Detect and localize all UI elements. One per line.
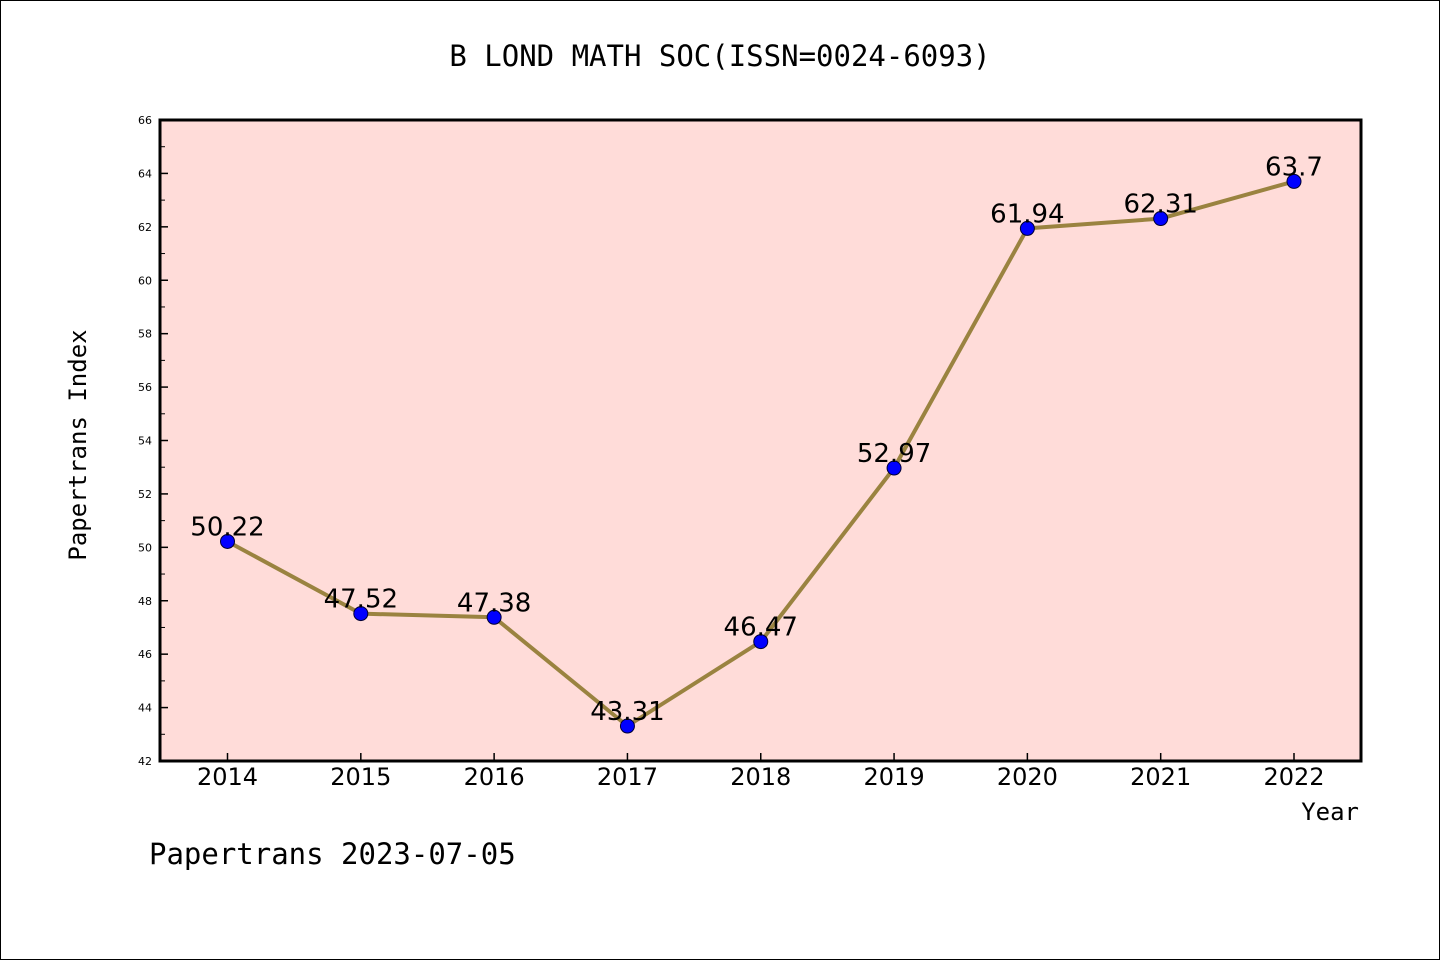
data-point (753, 634, 769, 650)
y-axis-label: Papertrans Index (64, 329, 92, 560)
data-points (220, 173, 1302, 734)
y-tick-label: 50 (138, 541, 152, 554)
x-axis: 2014 2015 2016 2017 2018 2019 2020 2021 2022 (197, 753, 1325, 791)
data-point (886, 460, 902, 476)
y-tick-label: 64 (138, 167, 152, 180)
data-point (220, 533, 235, 549)
x-tick-label: 2022 (1263, 763, 1324, 791)
plot-area (158, 118, 1363, 763)
data-point (1153, 211, 1169, 227)
y-axis: 42 44 46 48 50 52 54 56 58 60 62 64 66 (138, 114, 168, 768)
footer-text: Papertrans 2023-07-05 (149, 837, 516, 871)
y-tick-label: 46 (138, 648, 152, 661)
data-label: 62.31 (1123, 190, 1197, 220)
y-tick-label: 48 (138, 595, 152, 608)
data-label: 50.22 (190, 512, 264, 542)
data-label: 46.47 (724, 613, 798, 643)
data-point (619, 718, 635, 734)
x-tick-label: 2021 (1130, 763, 1191, 791)
data-label: 47.52 (324, 585, 398, 615)
y-tick-label: 62 (138, 221, 152, 234)
x-tick-label: 2019 (864, 763, 925, 791)
data-point (486, 609, 502, 625)
y-tick-label: 56 (138, 381, 152, 394)
x-axis-label: Year (1301, 798, 1359, 826)
y-tick-label: 42 (138, 755, 152, 768)
y-tick-label: 58 (138, 328, 152, 341)
y-tick-label: 60 (138, 274, 152, 287)
data-label: 63.7 (1265, 152, 1323, 182)
data-point (1019, 220, 1035, 236)
y-tick-label: 52 (138, 488, 152, 501)
x-tick-label: 2018 (730, 763, 791, 791)
data-label: 61.94 (990, 199, 1064, 229)
x-tick-label: 2020 (997, 763, 1058, 791)
y-tick-label: 66 (138, 114, 152, 127)
y-tick-label: 54 (138, 435, 152, 448)
x-tick-label: 2015 (330, 763, 391, 791)
data-label: 47.38 (457, 588, 531, 618)
y-tick-label: 44 (138, 702, 152, 715)
data-label: 43.31 (590, 697, 664, 727)
data-point (353, 606, 369, 622)
x-tick-label: 2017 (597, 763, 658, 791)
x-tick-label: 2016 (464, 763, 525, 791)
data-label: 52.97 (857, 439, 931, 469)
data-point (1286, 173, 1302, 189)
chart-title: B LOND MATH SOC(ISSN=0024-6093) (449, 39, 990, 73)
data-labels: 50.22 47.52 47.38 43.31 46.47 52.97 61.94 62.31… (190, 152, 1323, 727)
x-tick-label: 2014 (197, 763, 258, 791)
